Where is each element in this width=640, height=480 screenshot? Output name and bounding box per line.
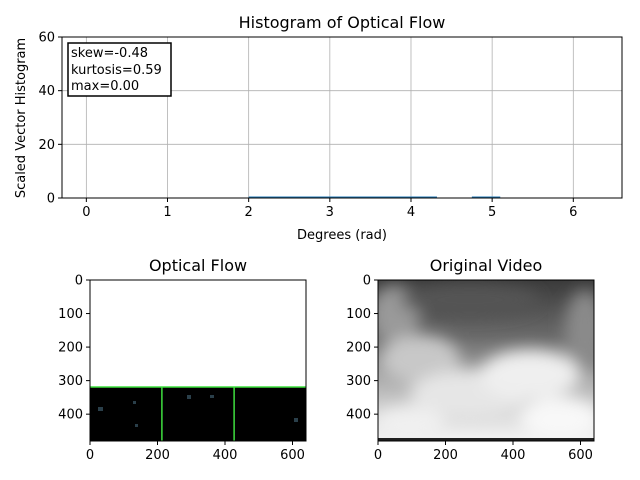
original-video-frame (377, 279, 595, 442)
flow-speckle (135, 424, 138, 427)
histogram-axes: Histogram of Optical Flow 0 1 2 3 4 5 60204060… (14, 13, 623, 243)
optical-flow-axes: Optical Flow 0 200 400 600 0 100 200 300 400 (58, 256, 307, 464)
stats-kurtosis: kurtosis=0.59 (71, 63, 162, 78)
optical-flow-speckles (98, 395, 298, 427)
flow-speckle (210, 395, 214, 398)
optical-flow-vertical-lines (161, 387, 235, 441)
original-video-ytick-label: 200 (346, 341, 371, 356)
original-video-ytick-label: 0 (363, 274, 371, 289)
histogram-frame (61, 36, 623, 199)
optical-flow-ticks: 0 200 400 600 0 100 200 300 400 (58, 274, 305, 464)
optical-flow-ytick-label: 0 (75, 274, 83, 289)
optical-flow-xtick-label: 200 (145, 448, 170, 463)
original-video-title: Original Video (430, 256, 543, 275)
histogram-bar (248, 196, 437, 198)
flow-speckle (187, 395, 191, 399)
flow-speckle (98, 407, 103, 411)
histogram-ytick-label: 60 (38, 31, 55, 46)
original-video-ticks: 0 200 400 600 0 100 200 300 400 (346, 274, 593, 464)
histogram-ytick-label: 20 (38, 138, 55, 153)
optical-flow-title: Optical Flow (149, 256, 247, 275)
flow-speckle (133, 401, 136, 404)
optical-flow-image-band (90, 387, 306, 441)
original-video-axes: Original Video 0 200 400 600 0 100 200 300 400 (346, 256, 595, 464)
stats-skew: skew=-0.48 (71, 46, 148, 61)
histogram-xlabel: Degrees (rad) (297, 228, 387, 243)
optical-flow-ytick-label: 300 (58, 374, 83, 389)
histogram-xtick-label: 6 (569, 205, 577, 220)
histogram-ytick-label: 40 (38, 84, 55, 99)
histogram-xtick-label: 4 (407, 205, 415, 220)
histogram-xtick-label: 2 (245, 205, 253, 220)
histogram-bars (248, 196, 501, 198)
original-video-image (378, 280, 594, 441)
optical-flow-ytick-label: 400 (58, 408, 83, 423)
optical-flow-ytick-label: 200 (58, 341, 83, 356)
flow-speckle (294, 418, 298, 422)
optical-flow-xtick-label: 600 (280, 448, 305, 463)
original-video-ytick-label: 300 (346, 374, 371, 389)
original-video-ytick-label: 100 (346, 307, 371, 322)
histogram-ylabel: Scaled Vector Histogram (14, 38, 29, 198)
original-video-xtick-label: 0 (374, 448, 382, 463)
stats-annotation-box: skew=-0.48 kurtosis=0.59 max=0.00 (67, 42, 172, 97)
original-video-xtick-label: 200 (433, 448, 458, 463)
optical-flow-frame (89, 279, 307, 442)
histogram-xtick-label: 1 (163, 205, 171, 220)
original-video-ytick-label: 400 (346, 408, 371, 423)
optical-flow-ytick-label: 100 (58, 307, 83, 322)
optical-flow-xtick-label: 400 (213, 448, 238, 463)
original-video-xtick-label: 600 (568, 448, 593, 463)
optical-flow-image-top (90, 280, 306, 387)
stats-max: max=0.00 (71, 79, 139, 94)
histogram-bar (471, 196, 501, 198)
histogram-ytick-label: 0 (47, 192, 55, 207)
histogram-title: Histogram of Optical Flow (239, 13, 446, 32)
histogram-xtick-label: 0 (82, 205, 90, 220)
histogram-xtick-label: 3 (326, 205, 334, 220)
stats-annotation-frame (67, 42, 172, 97)
original-video-xtick-label: 400 (501, 448, 526, 463)
optical-flow-xtick-label: 0 (86, 448, 94, 463)
histogram-xtick-label: 5 (488, 205, 496, 220)
